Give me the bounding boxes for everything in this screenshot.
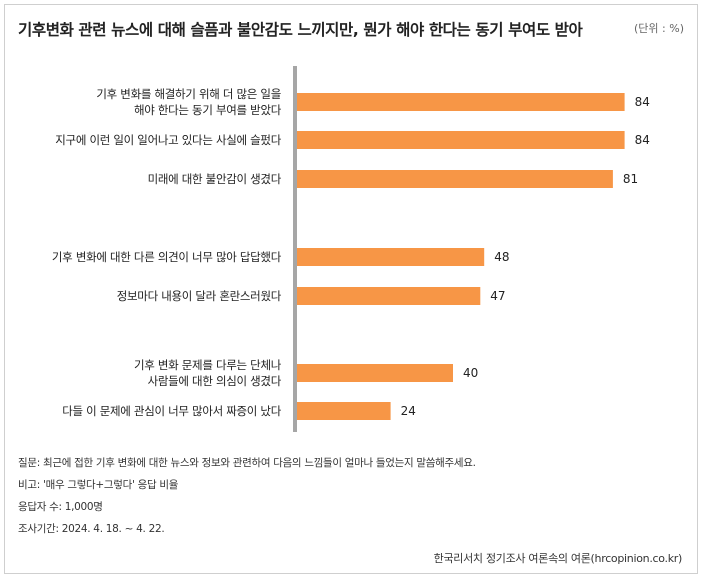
category-label-1: 지구에 이런 일이 일어나고 있다는 사실에 슬펐다: [55, 133, 281, 147]
footer-respondents: 응답자 수: 1,000명: [18, 501, 103, 513]
unit-label: (단위 : %): [634, 22, 684, 35]
source-credit: 한국리서치 정기조사 여론속의 여론(hrcopinion.co.kr): [433, 552, 683, 565]
chart-frame: [4, 4, 698, 574]
bar-3: [297, 248, 485, 266]
footer-notes: 질문: 최근에 접한 기후 변화에 대한 뉴스와 정보와 관련하여 다음의 느낌…: [18, 452, 476, 540]
bar-chart: 84 기후 변화를 해결하기 위해 더 많은 일을 해야 한다는 동기 부여를 받았…: [52, 66, 650, 432]
value-label-4: 47: [490, 289, 505, 303]
category-label-6: 다들 이 문제에 관심이 너무 많아서 짜증이 났다: [62, 404, 282, 418]
value-label-0: 84: [635, 95, 650, 109]
footer-base: 비고: '매우 그렇다+그렇다' 응답 비율: [18, 479, 179, 491]
value-label-1: 84: [635, 133, 650, 147]
value-label-2: 81: [623, 172, 638, 186]
category-label-3: 기후 변화에 대한 다른 의견이 너무 많아 답답했다: [52, 250, 282, 264]
footer-question: 질문: 최근에 접한 기후 변화에 대한 뉴스와 정보와 관련하여 다음의 느낌…: [18, 457, 476, 469]
bar-0: [297, 93, 625, 111]
value-label-5: 40: [463, 366, 478, 380]
value-label-3: 48: [494, 250, 509, 264]
chart-title: 기후변화 관련 뉴스에 대해 슬픔과 불안감도 느끼지만, 뭔가 해야 한다는 …: [18, 21, 583, 39]
category-label-5: 기후 변화 문제를 다루는 단체나 사람들에 대한 의심이 생겼다: [134, 358, 282, 388]
bar-1: [297, 131, 625, 149]
value-label-6: 24: [401, 404, 416, 418]
bar-2: [297, 170, 613, 188]
footer-period: 조사기간: 2024. 4. 18. ~ 4. 22.: [18, 523, 165, 535]
category-label-2: 미래에 대한 불안감이 생겼다: [148, 172, 282, 186]
bars-layer: 84 기후 변화를 해결하기 위해 더 많은 일을 해야 한다는 동기 부여를 받았…: [52, 66, 650, 432]
category-label-4: 정보마다 내용이 달라 혼란스러웠다: [117, 289, 282, 303]
bar-5: [297, 364, 453, 382]
category-label-0: 기후 변화를 해결하기 위해 더 많은 일을 해야 한다는 동기 부여를 받았다: [96, 87, 281, 117]
bar-4: [297, 287, 481, 305]
bar-6: [297, 402, 391, 420]
